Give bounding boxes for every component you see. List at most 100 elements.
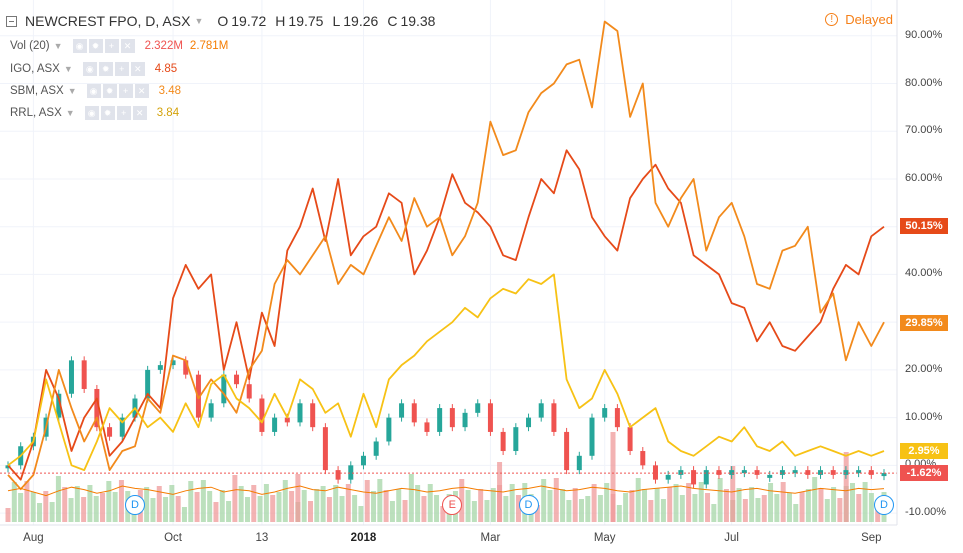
candle-body [259,398,265,432]
plus-icon[interactable]: + [114,62,129,76]
volume-bar [415,485,421,522]
chevron-down-icon[interactable]: ▼ [53,41,63,51]
volume-bar [717,478,723,522]
volume-bar [692,494,698,522]
candlestick-series [5,356,887,489]
ohlc-low: L 19.26 [332,13,379,29]
plus-icon[interactable]: + [104,39,119,53]
volume-bar [333,485,339,522]
legend-row-sbm[interactable]: SBM, ASX ▼ ◉ ✹ + ✕ 3.48 [10,82,188,100]
candle-body [716,470,722,475]
candle-body [500,431,506,452]
candle-body [678,470,684,475]
candle-body [411,403,417,423]
gear-icon[interactable]: ✹ [88,39,103,53]
volume-bar [100,493,106,522]
price-axis-label: -10.00% [905,506,946,519]
gear-icon[interactable]: ✹ [100,106,115,120]
volume-bar [831,487,837,522]
volume-bar [642,489,648,522]
candle-body [779,470,785,475]
volume-bar [314,489,320,522]
candle-body [589,417,595,456]
price-axis-label: 90.00% [905,28,943,41]
candle-body [170,360,176,366]
gear-icon[interactable]: ✹ [98,62,113,76]
close-icon[interactable]: ✕ [134,84,149,98]
volume-bar [408,474,414,522]
candle-body [297,403,303,423]
legend-value: 3.48 [158,85,181,97]
candle-body [551,403,557,432]
candle-body [107,427,113,437]
candle-body [373,441,379,456]
legend-row-igo[interactable]: IGO, ASX ▼ ◉ ✹ + ✕ 4.85 [10,60,184,78]
candle-body [322,427,328,471]
volume-bar [679,495,685,522]
volume-bar [698,482,704,522]
volume-bar [610,432,616,522]
candle-body [5,465,11,469]
price-axis-label: 20.00% [905,362,943,375]
collapse-pane-button[interactable] [6,15,17,27]
candle-body [399,403,405,418]
volume-bar [30,492,36,522]
eye-icon[interactable]: ◉ [82,62,97,76]
candle-body [208,403,214,418]
series-line-sbm [7,20,885,491]
earnings-marker[interactable]: E [442,495,463,515]
volume-bar [856,494,862,522]
volume-bar [774,494,780,522]
candle-body [119,417,125,437]
volume-bar [276,492,282,522]
volume-bar [345,484,351,522]
volume-bar [471,501,477,522]
volume-bar [604,483,610,522]
volume-bar [295,474,301,522]
candle-body [703,470,709,485]
candle-body [272,417,278,432]
chevron-down-icon[interactable]: ▼ [63,64,73,74]
legend-row-rrl[interactable]: RRL, ASX ▼ ◉ ✹ + ✕ 3.84 [10,104,186,122]
series-line-volume-ma [7,485,885,497]
volume-bar [320,486,326,522]
dividend-marker[interactable]: D [874,495,894,515]
dividend-marker[interactable]: D [124,495,145,515]
volume-bar [326,497,332,522]
chevron-down-icon[interactable]: ▼ [67,86,77,96]
volume-bar [226,501,232,522]
eye-icon[interactable]: ◉ [86,84,101,98]
volume-bar [163,497,169,522]
eye-icon[interactable]: ◉ [72,39,87,53]
legend-row-volume[interactable]: Vol (20) ▼ ◉ ✹ + ✕ 2.322M 2.781M [10,37,235,55]
volume-bar [308,501,314,522]
close-icon[interactable]: ✕ [132,106,147,120]
plus-icon[interactable]: + [118,84,133,98]
volume-bar [434,495,440,522]
chevron-down-icon[interactable]: ▼ [65,108,75,118]
volume-bar [812,477,818,522]
dividend-marker[interactable]: D [518,495,539,515]
candle-body [56,393,62,418]
candle-body [94,388,100,428]
candle-body [335,470,341,480]
time-axis-label: 2018 [350,532,377,544]
volume-bar [339,496,345,522]
gear-icon[interactable]: ✹ [102,84,117,98]
close-icon[interactable]: ✕ [130,62,145,76]
close-icon[interactable]: ✕ [120,39,135,53]
candle-body [68,360,74,394]
chevron-down-icon[interactable]: ▼ [194,16,204,26]
candle-body [741,470,747,474]
comparison-lines [7,20,885,497]
volume-bar [686,483,692,522]
volume-bar [68,498,74,522]
eye-icon[interactable]: ◉ [84,106,99,120]
delayed-indicator[interactable]: ! Delayed [825,12,893,27]
symbol-title[interactable]: NEWCREST FPO, D, ASX [25,13,191,29]
plus-icon[interactable]: + [116,106,131,120]
volume-bar [459,479,465,522]
volume-bar [723,489,729,522]
ohlc-open: O 19.72 [217,13,267,29]
